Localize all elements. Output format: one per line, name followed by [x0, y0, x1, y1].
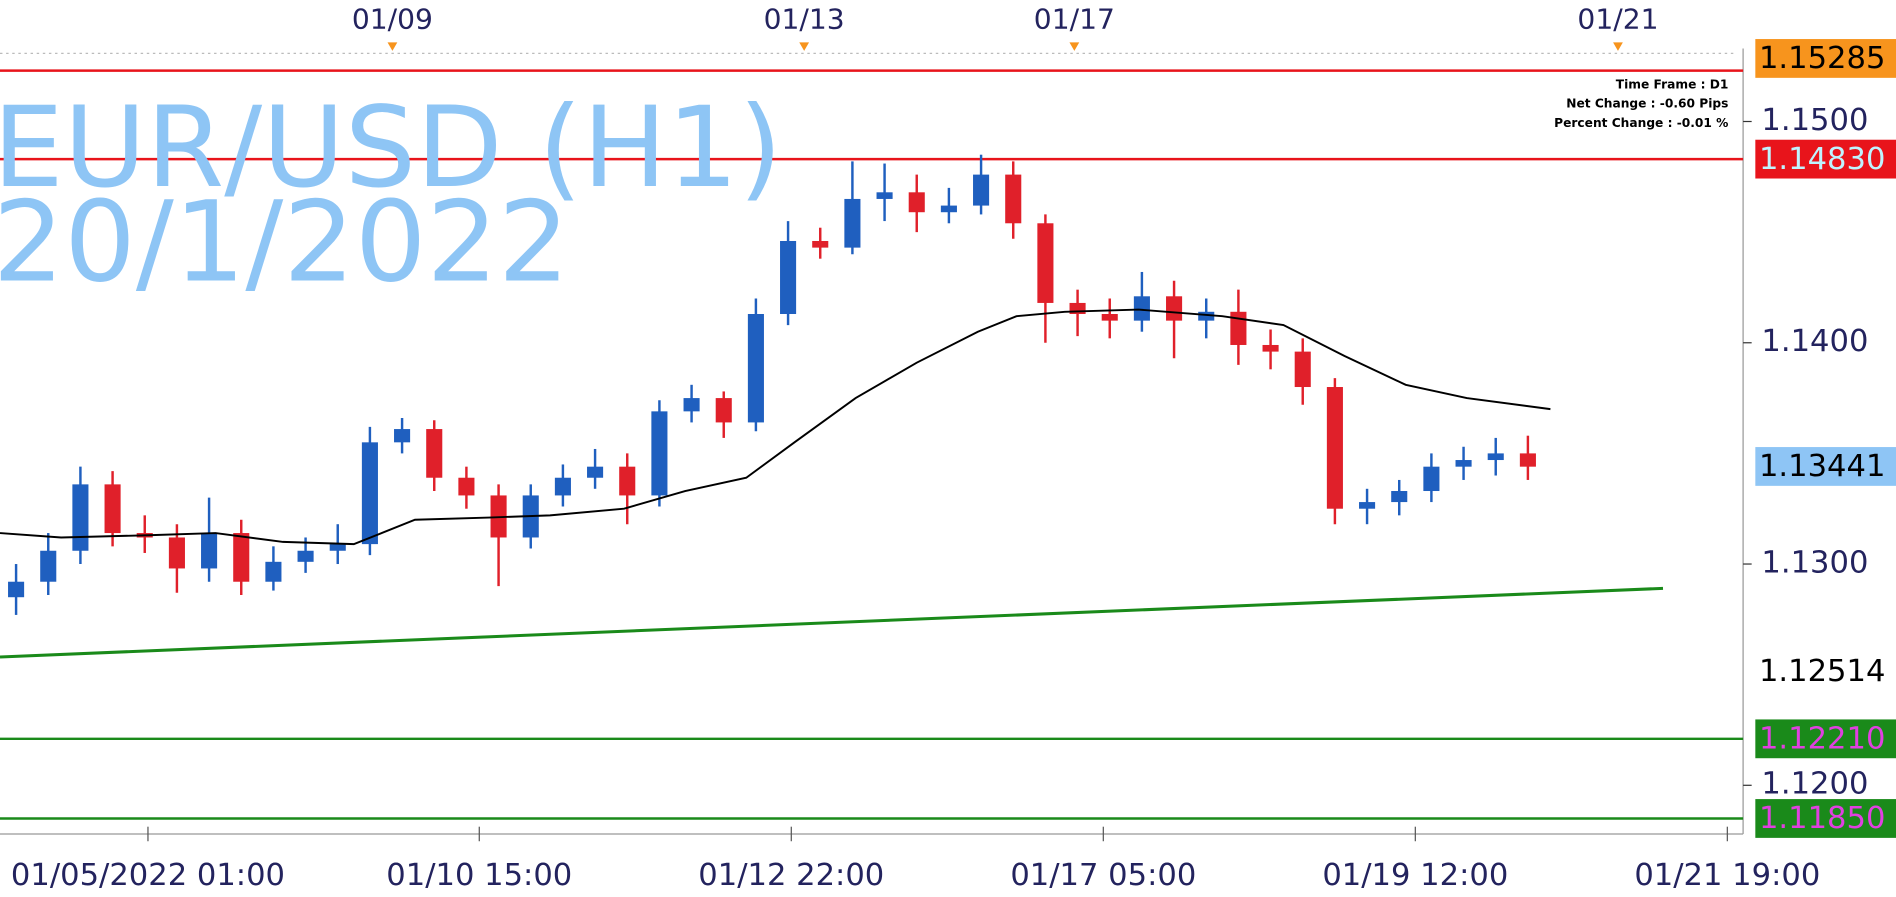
- candle-body: [40, 550, 57, 582]
- price-label-box: [1755, 139, 1896, 179]
- price-label-box: [1755, 447, 1896, 486]
- top-tick-label: 01/09: [352, 3, 433, 36]
- candle-body: [844, 198, 861, 248]
- candle-body: [201, 533, 218, 569]
- candle-body: [908, 192, 925, 213]
- candle-body: [361, 442, 378, 545]
- x-tick-label: 01/12 22:00: [698, 858, 884, 893]
- candle-body: [812, 240, 829, 248]
- top-tick-label: 01/17: [1034, 3, 1115, 36]
- price-label: 1.14830: [1759, 142, 1885, 177]
- candle-body: [1166, 296, 1183, 321]
- candle-body: [329, 544, 346, 551]
- candle-body: [587, 466, 604, 478]
- candle-body: [715, 398, 732, 423]
- candle-body: [233, 533, 250, 582]
- top-tick-marker: [799, 42, 810, 51]
- info-line: Net Change : -0.60 Pips: [1566, 97, 1728, 111]
- price-label: 1.11850: [1759, 801, 1885, 836]
- moving-average: [0, 308, 1551, 546]
- candle-body: [1294, 351, 1311, 388]
- candle-body: [683, 398, 700, 412]
- y-tick-label: 1.1300: [1761, 546, 1868, 581]
- candle-body: [876, 192, 893, 199]
- candle-body: [747, 314, 764, 423]
- price-label: 1.12210: [1759, 722, 1885, 757]
- trendline: [0, 586, 1664, 659]
- y-tick-label: 1.1400: [1761, 324, 1868, 359]
- candle-body: [1487, 453, 1504, 461]
- candle-body: [104, 484, 121, 534]
- candle-body: [394, 429, 411, 443]
- candle-body: [1262, 344, 1279, 352]
- candle-body: [1069, 302, 1086, 315]
- chart-title: EUR/USD (H1): [0, 83, 782, 212]
- candle-body: [426, 429, 443, 478]
- candle-body: [1519, 453, 1536, 467]
- candle-body: [72, 484, 89, 551]
- candle-body: [554, 477, 571, 496]
- candle-body: [1005, 174, 1022, 224]
- x-tick-label: 01/17 05:00: [1010, 858, 1196, 893]
- info-line: Time Frame : D1: [1616, 77, 1729, 91]
- candle-body: [1391, 491, 1408, 503]
- candle-body: [8, 581, 25, 598]
- candle-body: [297, 550, 314, 562]
- candle-body: [1455, 460, 1472, 467]
- x-tick-label: 01/19 12:00: [1322, 858, 1508, 893]
- candle-body: [651, 411, 668, 496]
- candle-body: [1198, 311, 1215, 321]
- candle-body: [1359, 502, 1376, 509]
- price-label: 1.15285: [1759, 41, 1885, 76]
- price-label: 1.12514: [1759, 654, 1885, 689]
- top-tick-marker: [1613, 42, 1623, 51]
- x-tick-label: 01/10 15:00: [386, 858, 572, 893]
- candle-body: [458, 477, 475, 496]
- candle-body: [1423, 466, 1440, 492]
- candle-body: [780, 240, 797, 315]
- y-tick-label: 1.1200: [1761, 767, 1868, 802]
- top-tick-marker: [1069, 42, 1080, 51]
- candle-body: [265, 561, 282, 582]
- y-tick-label: 1.1500: [1761, 103, 1868, 138]
- top-tick-label: 01/13: [764, 3, 845, 36]
- candle-body: [1326, 387, 1343, 509]
- info-line: Percent Change : -0.01 %: [1554, 116, 1728, 130]
- price-label-box: [1755, 652, 1896, 691]
- top-tick-marker: [387, 42, 398, 51]
- candle-body: [940, 205, 957, 213]
- candle-body: [619, 466, 636, 496]
- x-tick-label: 01/21 19:00: [1634, 858, 1820, 893]
- price-label-box: [1755, 719, 1896, 759]
- price-label-box: [1755, 39, 1896, 78]
- price-label-box: [1755, 799, 1896, 838]
- chart-subtitle: 20/1/2022: [0, 178, 570, 307]
- candle-body: [973, 174, 990, 206]
- x-tick-label: 01/05/2022 01:00: [11, 858, 285, 893]
- candle-body: [1133, 296, 1150, 321]
- top-tick-label: 01/21: [1577, 3, 1658, 36]
- price-label: 1.13441: [1759, 449, 1885, 484]
- candle-body: [1101, 314, 1118, 321]
- candle-body: [1037, 223, 1054, 303]
- candle-body: [168, 537, 185, 569]
